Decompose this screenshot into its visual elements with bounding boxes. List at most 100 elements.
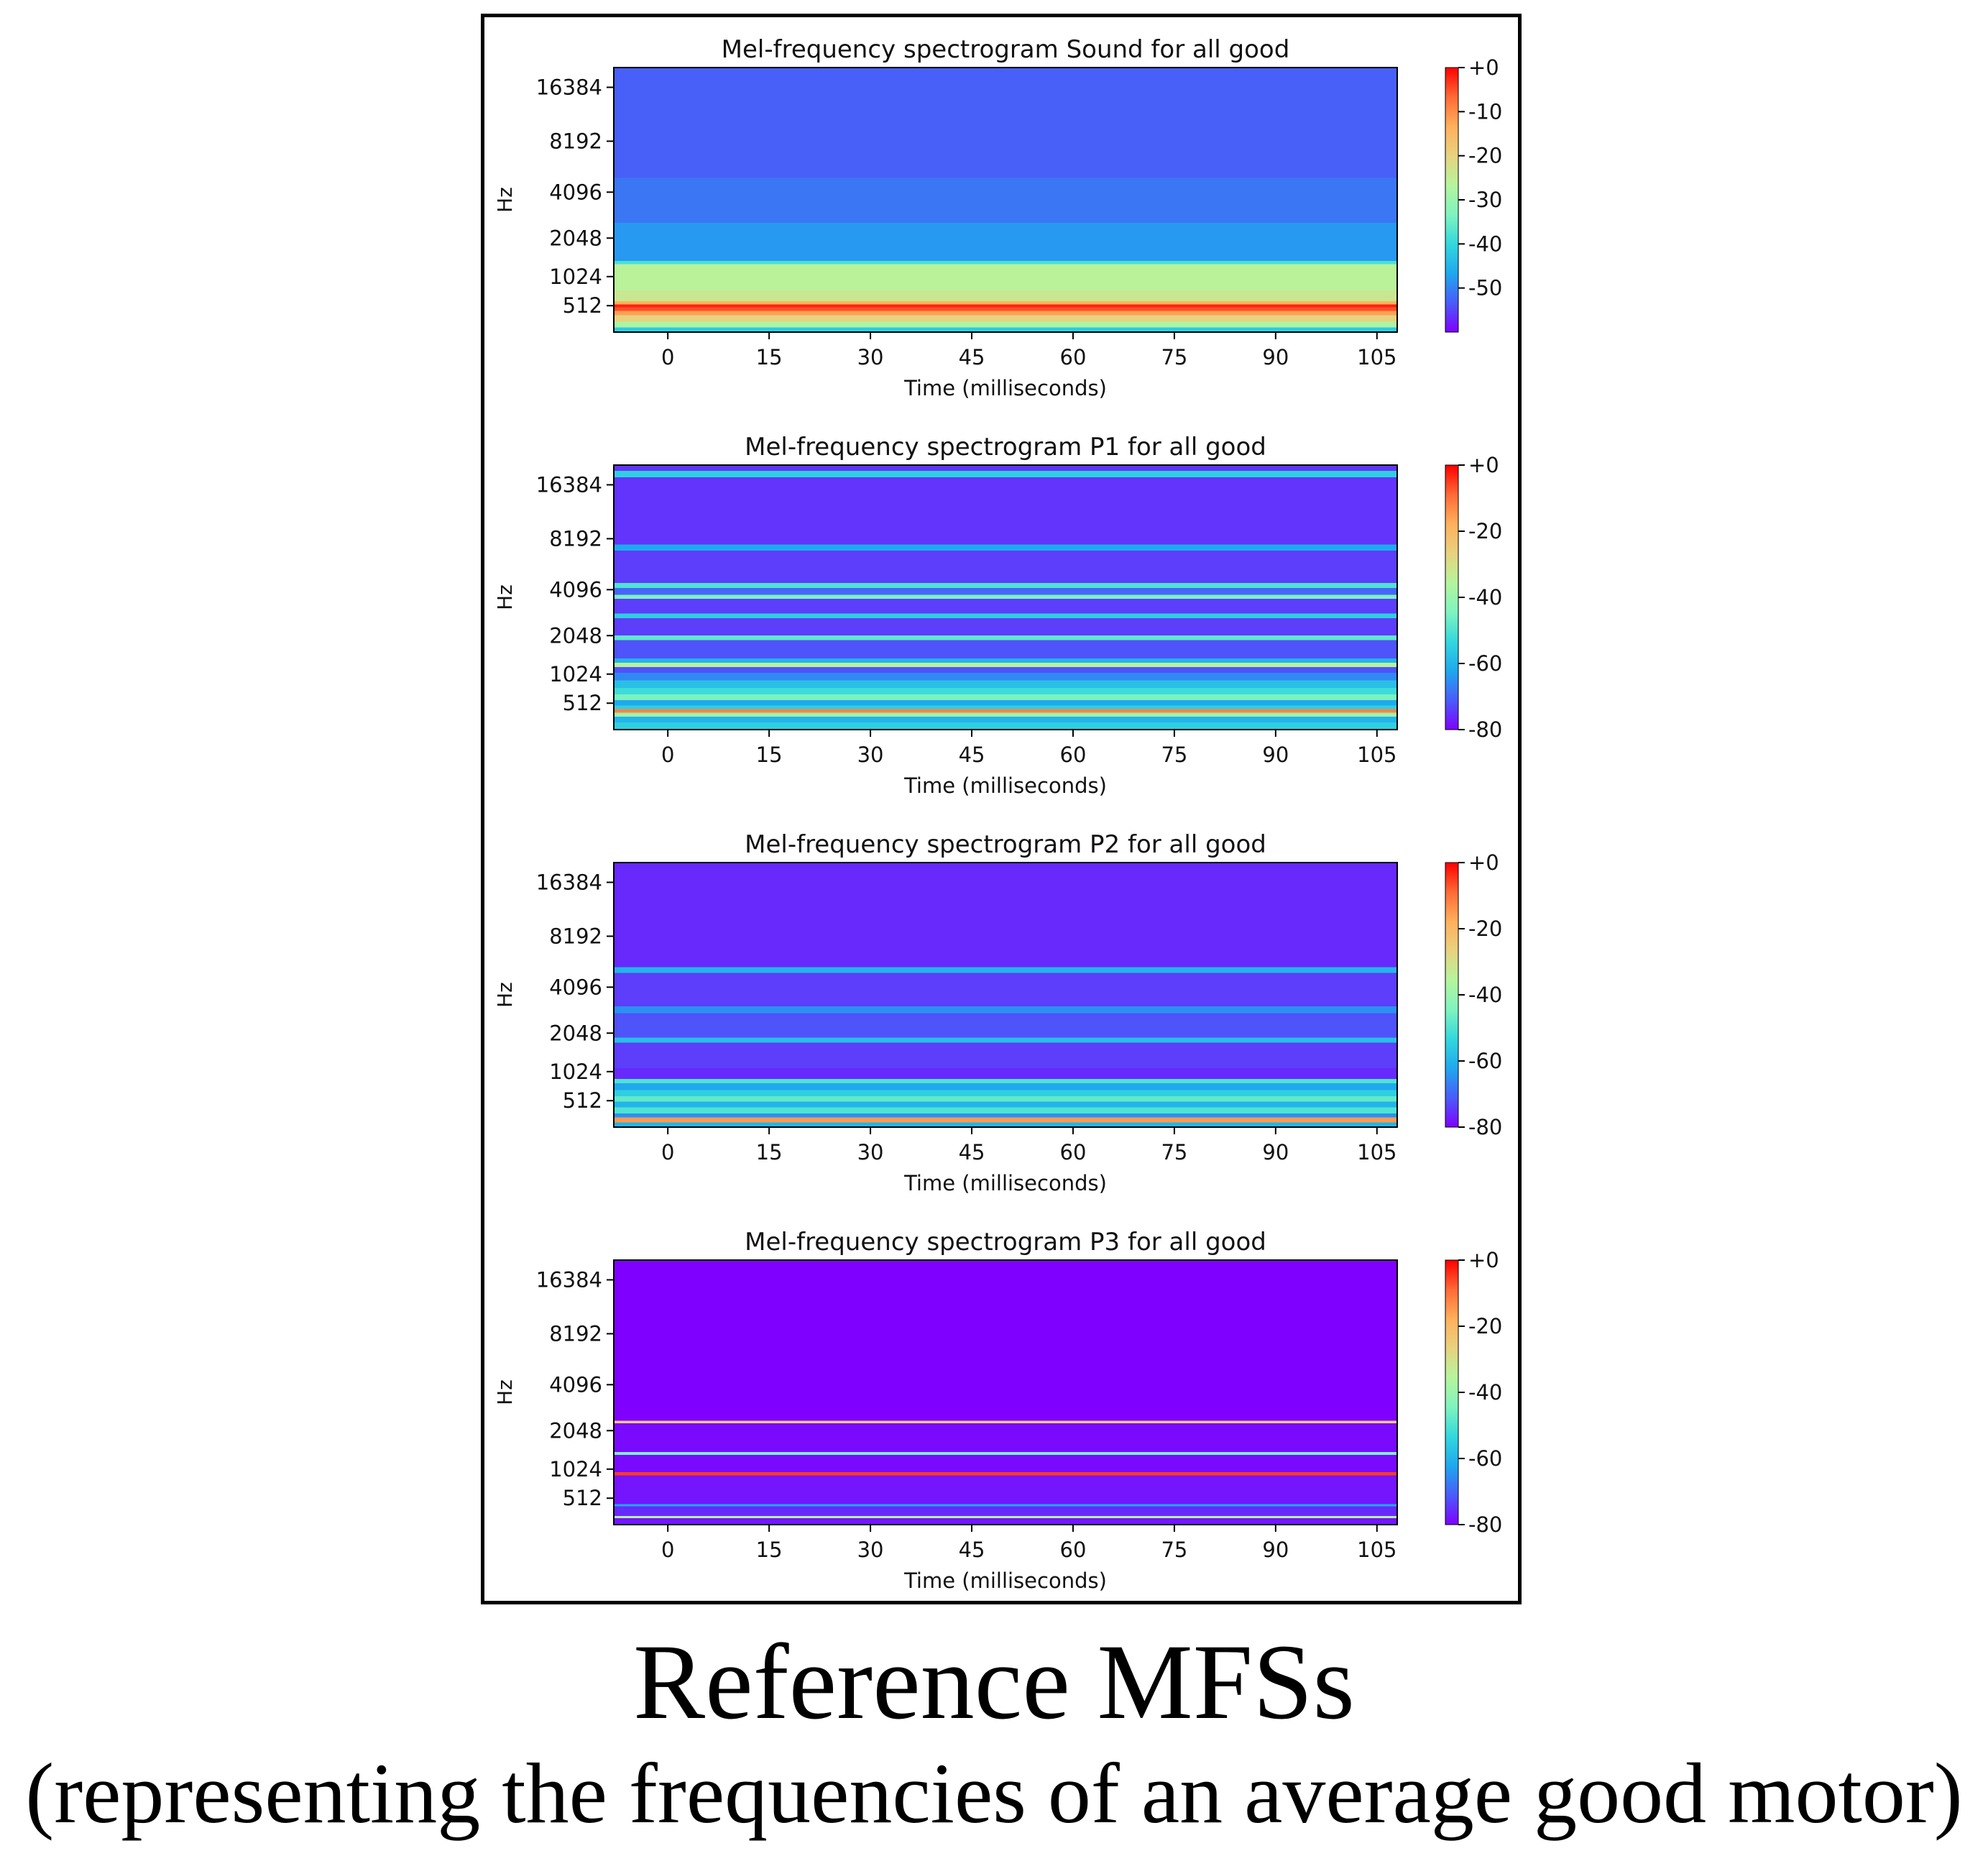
y-axis-label: Hz: [493, 982, 517, 1008]
spectrogram-band: [614, 1067, 1397, 1079]
y-axis-label: Hz: [493, 584, 517, 610]
colorbar: [1445, 1259, 1459, 1525]
spectrogram-band: [614, 261, 1397, 265]
spectrogram-band: [614, 712, 1397, 717]
plot-frame: [613, 862, 1398, 1128]
spectrogram-band: [614, 617, 1397, 636]
spectrogram-band: [614, 68, 1397, 178]
spectrogram-band: [614, 709, 1397, 713]
spectrogram-band: [614, 264, 1397, 290]
chart-title: Mel-frequency spectrogram P2 for all goo…: [745, 830, 1266, 859]
spectrogram-band: [614, 1472, 1397, 1476]
spectrogram-band: [614, 687, 1397, 694]
spectrogram-band: [614, 863, 1397, 968]
x-tick-label: 45: [959, 1140, 985, 1164]
spectrogram-band: [614, 477, 1397, 545]
spectrogram-band: [614, 666, 1397, 674]
y-tick-label: 8192: [549, 526, 602, 551]
spectrogram-band: [614, 1454, 1397, 1473]
x-axis-label: Time (milliseconds): [903, 773, 1107, 798]
chart-title: Mel-frequency spectrogram P3 for all goo…: [745, 1228, 1266, 1257]
spectrogram-band: [614, 635, 1397, 640]
spectrogram-band: [614, 321, 1397, 328]
x-tick-label: 75: [1161, 1538, 1187, 1562]
colorbar-tick-label: -50: [1468, 276, 1502, 300]
y-tick-label: 16384: [536, 75, 602, 99]
y-tick-label: 1024: [549, 662, 602, 686]
spectrogram-band: [614, 680, 1397, 688]
spectrogram-band: [614, 1260, 1397, 1421]
spectrogram-band: [614, 1452, 1397, 1455]
colorbar-tick-label: -60: [1468, 1446, 1502, 1471]
spectrogram-band: [614, 471, 1397, 478]
spectrogram-band: [614, 304, 1397, 308]
spectrogram-band: [614, 465, 1397, 472]
colorbar-tick-label: -30: [1468, 188, 1502, 212]
y-tick-label: 4096: [549, 975, 602, 999]
x-tick-label: 30: [857, 1140, 884, 1164]
spectrogram-band: [614, 1420, 1397, 1424]
x-tick-label: 60: [1060, 1140, 1087, 1164]
spectrogram-panel-4: Mel-frequency spectrogram P3 for all goo…: [493, 1228, 1502, 1593]
spectrogram-band: [614, 311, 1397, 316]
spectrogram-panel-2: Mel-frequency spectrogram P1 for all goo…: [493, 433, 1502, 798]
spectrogram-band: [614, 1095, 1397, 1102]
spectrogram-band: [614, 1475, 1397, 1504]
spectrogram-band: [614, 1113, 1397, 1118]
y-tick-label: 16384: [536, 472, 602, 497]
spectrogram-band: [614, 1504, 1397, 1507]
x-tick-label: 0: [661, 1538, 674, 1562]
x-tick-label: 105: [1357, 743, 1396, 767]
spectrogram-band: [614, 290, 1397, 301]
colorbar-tick-label: -80: [1468, 717, 1502, 742]
x-tick-label: 45: [959, 743, 985, 767]
chart-title: Mel-frequency spectrogram Sound for all …: [722, 35, 1290, 64]
x-tick-label: 45: [959, 1538, 985, 1562]
spectrogram-band: [614, 1107, 1397, 1113]
colorbar: [1445, 862, 1459, 1128]
x-tick-label: 0: [661, 743, 674, 767]
spectrogram-band: [614, 1006, 1397, 1014]
colorbar-tick-label: -40: [1468, 231, 1502, 256]
spectrogram-band: [614, 1516, 1397, 1519]
chart-title: Mel-frequency spectrogram P1 for all goo…: [745, 433, 1266, 461]
spectrogram-band: [614, 1101, 1397, 1108]
spectrogram-band: [614, 1117, 1397, 1123]
y-tick-label: 16384: [536, 1267, 602, 1292]
x-tick-label: 90: [1262, 1538, 1289, 1562]
x-tick-label: 30: [857, 743, 884, 767]
y-tick-label: 512: [563, 1088, 602, 1113]
spectrogram-band: [614, 1037, 1397, 1043]
caption-title: Reference MFSs: [633, 1622, 1355, 1742]
y-tick-label: 4096: [549, 577, 602, 602]
x-tick-label: 15: [756, 345, 783, 369]
colorbar-tick-label: -60: [1468, 651, 1502, 676]
colorbar-tick-label: -20: [1468, 1314, 1502, 1338]
caption-subtitle: (representing the frequencies of an aver…: [25, 1745, 1963, 1841]
x-tick-label: 105: [1357, 1538, 1396, 1562]
x-tick-label: 60: [1060, 743, 1087, 767]
y-axis-label: Hz: [493, 1379, 517, 1405]
spectrogram-band: [614, 550, 1397, 584]
spectrogram-band: [614, 705, 1397, 709]
x-tick-label: 45: [959, 345, 985, 369]
x-tick-label: 60: [1060, 345, 1087, 369]
x-tick-label: 75: [1161, 345, 1187, 369]
spectrogram-band: [614, 594, 1397, 599]
colorbar-tick-label: -20: [1468, 916, 1502, 941]
y-tick-label: 2048: [549, 1021, 602, 1045]
spectrogram-band: [614, 699, 1397, 706]
spectrogram-band: [614, 1083, 1397, 1090]
x-tick-label: 105: [1357, 345, 1396, 369]
spectrogram-band: [614, 613, 1397, 618]
spectrogram-band: [614, 716, 1397, 723]
figure-frame: Mel-frequency spectrogram Sound for all …: [481, 14, 1522, 1604]
y-tick-label: 2048: [549, 1418, 602, 1443]
spectrogram-band: [614, 583, 1397, 588]
colorbar-tick-label: -80: [1468, 1115, 1502, 1139]
spectrogram-band: [614, 1090, 1397, 1096]
x-tick-label: 105: [1357, 1140, 1396, 1164]
plot-frame: [613, 464, 1398, 730]
y-tick-label: 1024: [549, 1060, 602, 1084]
y-tick-label: 8192: [549, 924, 602, 948]
